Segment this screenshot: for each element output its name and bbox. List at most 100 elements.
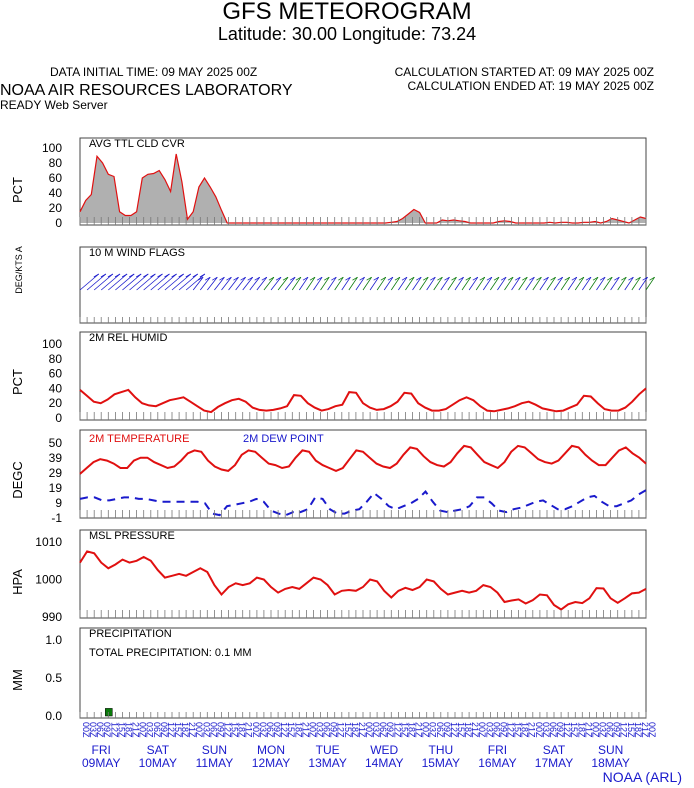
- cloud-cover-area: [80, 154, 646, 223]
- wind-barb: [362, 276, 372, 291]
- x-hour-label: 21Z: [583, 722, 593, 738]
- wind-barb-flag: [401, 276, 408, 281]
- wind-barb: [497, 276, 507, 291]
- tick-marks: [79, 217, 647, 225]
- wind-barb: [108, 273, 128, 291]
- wind-barb-flag: [571, 276, 578, 281]
- x-hour-label: 12Z: [336, 722, 346, 738]
- x-hour-label: 21Z: [300, 722, 310, 738]
- wind-barb-flag: [536, 276, 542, 281]
- wind-barb: [546, 276, 556, 291]
- wind-barb: [355, 276, 365, 291]
- wind-barb-flag: [522, 276, 528, 281]
- wind-barb-flag: [309, 276, 316, 281]
- wind-barb-staff: [277, 276, 289, 291]
- panel-frame: [79, 331, 647, 421]
- calculation-started: CALCULATION STARTED AT: 09 MAY 2025 00Z: [394, 65, 654, 79]
- y-tick-label: 20: [49, 201, 63, 215]
- x-hour-label: 12Z: [166, 722, 176, 738]
- wind-barb-staff: [412, 276, 422, 291]
- x-hour-label: 21Z: [527, 722, 537, 738]
- wind-barb-staff: [348, 276, 358, 291]
- x-hour-label: 00Z: [477, 722, 487, 738]
- wind-barb-flag: [415, 276, 422, 281]
- x-hour-label: 09Z: [555, 722, 565, 738]
- wind-barb: [122, 273, 142, 291]
- y-tick-label: 40: [49, 381, 63, 395]
- wind-barb: [256, 276, 268, 291]
- wind-barb: [263, 276, 275, 291]
- wind-barb-flag: [373, 276, 379, 281]
- y-tick-label: 50: [49, 436, 63, 450]
- wind-barb-flag: [493, 276, 500, 281]
- wind-barb-flag: [500, 276, 507, 281]
- wind-barb: [199, 276, 211, 291]
- wind-barb: [86, 273, 107, 291]
- x-hour-label: 15Z: [569, 722, 579, 738]
- y-tick-label: 60: [49, 171, 63, 185]
- legend-temperature: 2M TEMPERATURE: [89, 433, 189, 445]
- wind-barb-staff: [93, 273, 114, 291]
- x-hour-label: 21Z: [131, 722, 141, 738]
- wind-barb-staff: [603, 276, 613, 291]
- wind-barb-flag: [275, 276, 282, 281]
- wind-barb: [475, 276, 486, 291]
- wind-barb: [490, 276, 500, 291]
- x-hour-label: 18Z: [293, 722, 303, 738]
- wind-barb: [341, 276, 351, 291]
- wind-barb-flag: [479, 276, 486, 281]
- x-hour-label: 03Z: [484, 722, 494, 738]
- wind-barb-staff: [581, 276, 592, 291]
- x-hour-label: 09Z: [385, 722, 395, 738]
- wind-barb-staff: [419, 276, 429, 291]
- wind-barb: [624, 276, 634, 291]
- x-day-date: 14MAY: [365, 756, 403, 770]
- x-hour-label: 03Z: [428, 722, 438, 738]
- wind-barb-staff: [192, 276, 204, 291]
- x-day-name: SUN: [202, 743, 227, 757]
- x-hour-label: 00Z: [590, 722, 600, 738]
- wind-barb-flag: [185, 273, 192, 278]
- x-hour-label: 15Z: [343, 722, 353, 738]
- wind-barb: [603, 276, 613, 291]
- x-hour-label: 15Z: [286, 722, 296, 738]
- wind-barb-flag: [247, 276, 253, 281]
- wind-barb-staff: [546, 276, 556, 291]
- wind-barb-flag: [212, 276, 218, 281]
- x-hour-label: 18Z: [124, 722, 134, 738]
- wind-barb-staff: [560, 276, 571, 291]
- wind-barb-staff: [589, 276, 599, 291]
- wind-barb-flag: [128, 273, 135, 278]
- wind-barb-flag: [564, 276, 570, 281]
- x-hour-label: 03Z: [371, 722, 381, 738]
- wind-barb-staff: [504, 276, 514, 291]
- wind-barb: [291, 276, 302, 291]
- wind-barb: [383, 276, 394, 291]
- wind-barb-staff: [617, 276, 627, 291]
- x-day-name: SAT: [147, 743, 170, 757]
- wind-barb: [369, 276, 380, 291]
- x-hour-label: 00Z: [421, 722, 431, 738]
- wind-barb: [631, 276, 641, 291]
- y-axis-label: PCT: [10, 369, 25, 395]
- wind-barb-flag: [178, 273, 184, 278]
- wind-barb-staff: [320, 276, 330, 291]
- wind-barb: [284, 276, 296, 291]
- data-initial-time: DATA INITIAL TIME: 09 MAY 2025 00Z: [50, 65, 258, 79]
- x-hour-label: 12Z: [223, 722, 233, 738]
- wind-barb: [228, 276, 239, 291]
- wind-barb: [539, 276, 549, 291]
- wind-barb: [398, 276, 408, 291]
- wind-barb-flag: [226, 276, 232, 281]
- wind-barb: [334, 276, 344, 291]
- wind-barb: [298, 276, 309, 291]
- x-hour-label: 09Z: [215, 722, 225, 738]
- y-tick-label: 0: [55, 216, 62, 230]
- wind-barb-flag: [100, 273, 107, 278]
- x-hour-label: 21Z: [357, 722, 367, 738]
- y-tick-label: 40: [49, 186, 63, 200]
- wind-barb-staff: [362, 276, 372, 291]
- x-day-date: 15MAY: [422, 756, 460, 770]
- wind-barb-flag: [323, 276, 330, 281]
- wind-barb: [249, 276, 261, 291]
